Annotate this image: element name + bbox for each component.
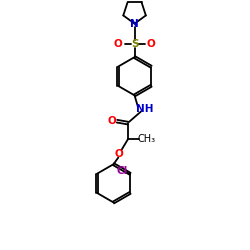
Text: O: O bbox=[114, 39, 123, 49]
Text: O: O bbox=[107, 116, 116, 126]
Text: CH₃: CH₃ bbox=[137, 134, 156, 144]
Text: Cl: Cl bbox=[116, 166, 128, 176]
Text: NH: NH bbox=[136, 104, 154, 114]
Text: N: N bbox=[130, 19, 139, 29]
Text: O: O bbox=[146, 39, 155, 49]
Text: S: S bbox=[131, 39, 138, 49]
Text: O: O bbox=[115, 149, 124, 159]
